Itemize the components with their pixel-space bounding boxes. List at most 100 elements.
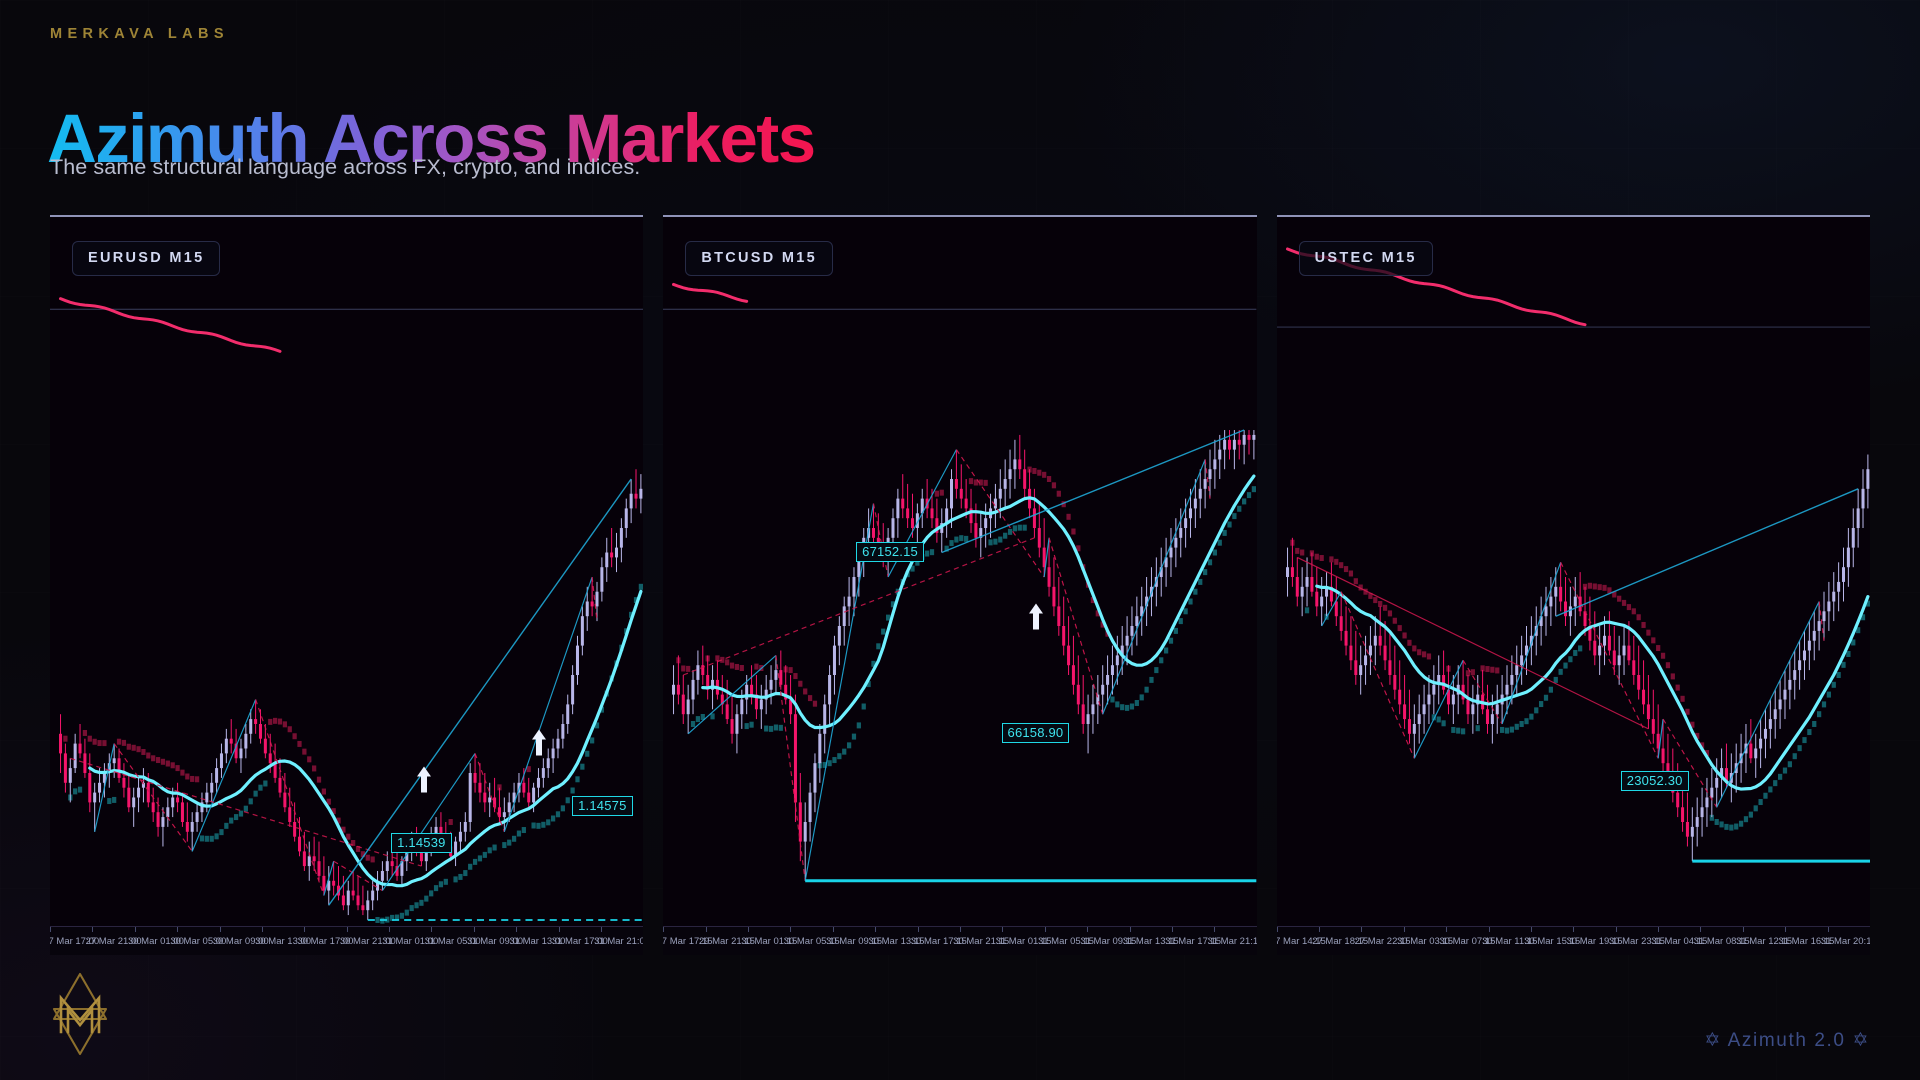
x-tick-label: 30 Mar 05:00 [170, 936, 227, 947]
x-tick-mark [558, 927, 560, 932]
x-tick-label: 31 Mar 04:15 [1651, 936, 1708, 947]
x-tick-mark [600, 927, 602, 932]
x-tick-label: 30 Mar 09:00 [212, 936, 269, 947]
x-tick-mark [790, 927, 792, 932]
x-tick-mark [346, 927, 348, 932]
up-arrow-icon [416, 766, 432, 797]
x-tick-mark [1319, 927, 1321, 932]
x-tick-mark [705, 927, 707, 932]
x-tick-label: 30 Mar 13:00 [255, 936, 312, 947]
x-tick-label: 27 Mar 17:15 [663, 936, 713, 947]
footer-version-tag: ✡ Azimuth 2.0 ✡ [1704, 1030, 1870, 1051]
x-tick-mark [1087, 927, 1089, 932]
chart-panel-btcusd[interactable]: 67152.15 66158.90 BTCUSD M15 27 Mar 17:1529… [663, 215, 1257, 955]
x-tick-mark [473, 927, 475, 932]
x-tick-label: 30 Mar 13:15 [868, 936, 925, 947]
x-tick-mark [304, 927, 306, 932]
x-tick-label: 31 Mar 12:15 [1736, 936, 1793, 947]
x-tick-label: 30 Mar 01:15 [741, 936, 798, 947]
price-label: 67152.15 [856, 541, 924, 562]
up-arrow-icon [531, 729, 547, 760]
x-tick-label: 27 Mar 22:15 [1354, 936, 1411, 947]
x-tick-label: 31 Mar 13:00 [509, 936, 566, 947]
x-tick-label: 30 Mar 17:15 [910, 936, 967, 947]
x-tick-mark [1403, 927, 1405, 932]
x-tick-label: 31 Mar 01:00 [382, 936, 439, 947]
chart-plot-area: 1.14539 1.14575 [50, 217, 644, 955]
chart-plot-area: 23052.30 [1276, 217, 1870, 955]
x-tick-label: 30 Mar 21:00 [339, 936, 396, 947]
x-tick-label: 30 Mar 23:15 [1608, 936, 1665, 947]
x-tick-label: 27 Mar 21:00 [85, 936, 142, 947]
merkava-hexagram-logo [30, 964, 130, 1064]
up-arrow-icon [1028, 603, 1044, 635]
x-tick-label: 29 Mar 21:15 [698, 936, 755, 947]
x-tick-mark [1276, 927, 1278, 932]
price-label: 1.14575 [572, 796, 633, 817]
x-tick-mark [1488, 927, 1490, 932]
x-tick-label: 30 Mar 21:15 [953, 936, 1010, 947]
price-label: 66158.90 [1001, 722, 1070, 743]
x-tick-mark [1615, 927, 1617, 932]
x-tick-mark [92, 927, 94, 932]
x-tick-mark [917, 927, 919, 932]
symbol-badge-ustec[interactable]: USTEC M15 [1298, 241, 1433, 276]
x-tick-mark [1361, 927, 1363, 932]
x-tick-label: 31 Mar 01:15 [995, 936, 1052, 947]
x-tick-label: 31 Mar 13:15 [1122, 936, 1179, 947]
x-tick-label: 30 Mar 07:15 [1439, 936, 1496, 947]
x-tick-label: 31 Mar 09:15 [1080, 936, 1137, 947]
x-tick-label: 30 Mar 11:15 [1482, 936, 1538, 947]
x-tick-mark [261, 927, 263, 932]
x-tick-mark [389, 927, 391, 932]
x-tick-label: 30 Mar 15:15 [1524, 936, 1581, 947]
price-label: 1.14539 [391, 833, 452, 854]
x-tick-mark [1214, 927, 1216, 932]
x-tick-mark [1700, 927, 1702, 932]
x-tick-label: 31 Mar 16:15 [1778, 936, 1835, 947]
x-tick-mark [177, 927, 179, 932]
x-tick-mark [663, 927, 665, 932]
x-tick-label: 31 Mar 21:00 [594, 936, 643, 947]
price-label: 23052.30 [1620, 770, 1689, 791]
x-tick-mark [1530, 927, 1532, 932]
x-tick-label: 27 Mar 17:00 [50, 936, 100, 947]
x-tick-label: 31 Mar 05:00 [424, 936, 481, 947]
x-tick-label: 27 Mar 18:15 [1312, 936, 1369, 947]
x-tick-mark [50, 927, 51, 932]
x-tick-label: 30 Mar 09:15 [826, 936, 883, 947]
x-tick-mark [1171, 927, 1173, 932]
x-tick-mark [1002, 927, 1004, 932]
x-tick-label: 30 Mar 17:00 [297, 936, 354, 947]
x-tick-label: 31 Mar 08:15 [1693, 936, 1750, 947]
symbol-badge-btcusd[interactable]: BTCUSD M15 [685, 241, 833, 276]
x-tick-mark [875, 927, 877, 932]
page-subtitle: The same structural language across FX, … [50, 155, 641, 179]
x-tick-mark [1658, 927, 1660, 932]
symbol-badge-eurusd[interactable]: EURUSD M15 [72, 241, 221, 276]
x-tick-label: 31 Mar 05:15 [1037, 936, 1094, 947]
x-tick-mark [959, 927, 961, 932]
x-tick-label: 31 Mar 09:00 [466, 936, 523, 947]
x-tick-mark [1827, 927, 1829, 932]
x-tick-mark [1742, 927, 1744, 932]
x-tick-mark [1573, 927, 1575, 932]
x-tick-mark [516, 927, 518, 932]
x-tick-label: 31 Mar 21:15 [1207, 936, 1256, 947]
x-tick-mark [832, 927, 834, 932]
x-tick-mark [1044, 927, 1046, 932]
x-tick-label: 30 Mar 01:00 [127, 936, 184, 947]
x-tick-mark [431, 927, 433, 932]
x-tick-label: 30 Mar 05:15 [783, 936, 840, 947]
page-title: Azimuth Across Markets [47, 100, 816, 178]
x-tick-mark [134, 927, 136, 932]
x-tick-label: 31 Mar 17:15 [1165, 936, 1222, 947]
x-tick-label: 31 Mar 20:15 [1820, 936, 1870, 947]
x-tick-label: 30 Mar 19:15 [1566, 936, 1623, 947]
x-tick-mark [1446, 927, 1448, 932]
